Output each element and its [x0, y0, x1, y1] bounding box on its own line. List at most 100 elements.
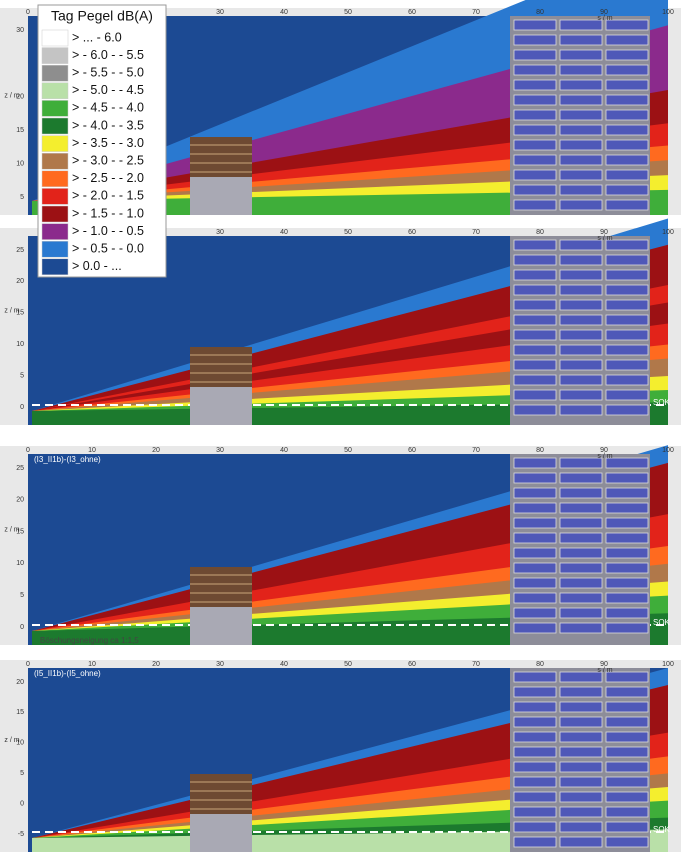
legend: Tag Pegel dB(A)> ... - 6.0> - 6.0 - - 5.…: [38, 5, 166, 277]
legend-swatch: [42, 118, 68, 134]
y-tick-label: 5: [20, 194, 24, 201]
window: [606, 578, 648, 588]
legend-label: > - 5.0 - - 4.5: [72, 83, 144, 97]
window: [514, 125, 556, 135]
window: [514, 170, 556, 180]
legend-swatch: [42, 259, 68, 275]
y-tick-label: 0: [20, 800, 24, 807]
window: [560, 732, 602, 742]
x-tick-label: 60: [408, 229, 416, 236]
window: [560, 488, 602, 498]
window: [560, 563, 602, 573]
window: [514, 285, 556, 295]
window: [514, 155, 556, 165]
x-tick-label: 40: [280, 661, 288, 668]
house-wall: [190, 177, 252, 215]
window: [514, 200, 556, 210]
window: [514, 732, 556, 742]
window: [606, 185, 648, 195]
window: [606, 548, 648, 558]
window: [514, 533, 556, 543]
x-axis-label: s / m: [597, 15, 612, 22]
window: [606, 360, 648, 370]
x-tick-label: 80: [536, 229, 544, 236]
x-tick-label: 70: [472, 447, 480, 454]
window: [606, 732, 648, 742]
legend-label: > 0.0 - ...: [72, 259, 122, 273]
window: [606, 807, 648, 817]
y-tick-label: 10: [16, 560, 24, 567]
window: [606, 822, 648, 832]
legend-swatch: [42, 100, 68, 116]
house-wall: [190, 607, 252, 645]
x-tick-label: 80: [536, 661, 544, 668]
window: [606, 65, 648, 75]
x-tick-label: 20: [152, 447, 160, 454]
window: [606, 702, 648, 712]
panel-title: (I5_II1b)-(I5_ohne): [34, 669, 101, 678]
window: [560, 80, 602, 90]
window: [606, 405, 648, 415]
figure: 030405060708090100s / m510152030z / m203…: [0, 0, 681, 855]
window: [606, 518, 648, 528]
y-axis-label: z / m: [4, 737, 19, 744]
window: [514, 623, 556, 633]
window: [514, 360, 556, 370]
window: [514, 20, 556, 30]
window: [514, 330, 556, 340]
window: [606, 285, 648, 295]
x-tick-label: 50: [344, 229, 352, 236]
window: [560, 747, 602, 757]
y-tick-label: 15: [16, 127, 24, 134]
window: [560, 623, 602, 633]
window: [514, 762, 556, 772]
y-axis-label: z / m: [4, 526, 19, 533]
legend-label: > - 1.0 - - 0.5: [72, 224, 144, 238]
y-tick-label: 0: [20, 624, 24, 631]
window: [560, 458, 602, 468]
window: [560, 240, 602, 250]
window: [560, 185, 602, 195]
window: [514, 593, 556, 603]
window: [514, 458, 556, 468]
sok-marker: SOK: [653, 825, 671, 834]
x-tick-label: 80: [536, 9, 544, 16]
window: [560, 837, 602, 847]
window: [606, 110, 648, 120]
x-tick-label: 60: [408, 9, 416, 16]
window: [560, 822, 602, 832]
window: [514, 837, 556, 847]
window: [606, 315, 648, 325]
window: [560, 503, 602, 513]
x-tick-label: 30: [216, 9, 224, 16]
window: [606, 792, 648, 802]
window: [560, 578, 602, 588]
window: [606, 473, 648, 483]
x-tick-label: 100: [662, 447, 674, 454]
y-tick-label: 25: [16, 247, 24, 254]
legend-label: > - 6.0 - - 5.5: [72, 48, 144, 62]
window: [606, 390, 648, 400]
window: [560, 390, 602, 400]
window: [560, 200, 602, 210]
window: [606, 200, 648, 210]
window: [606, 80, 648, 90]
window: [560, 672, 602, 682]
legend-label: > - 1.5 - - 1.0: [72, 206, 144, 220]
window: [514, 672, 556, 682]
y-tick-label: 10: [16, 341, 24, 348]
panel: 0102030405060708090100s / m-505101520z /…: [0, 660, 681, 852]
legend-label: > - 4.0 - - 3.5: [72, 118, 144, 132]
window: [606, 687, 648, 697]
window: [606, 717, 648, 727]
x-tick-label: 20: [152, 661, 160, 668]
x-tick-label: 60: [408, 447, 416, 454]
window: [560, 140, 602, 150]
window: [606, 300, 648, 310]
window: [514, 270, 556, 280]
window: [514, 240, 556, 250]
legend-label: > - 4.5 - - 4.0: [72, 101, 144, 115]
house-roof: [190, 567, 252, 607]
window: [560, 762, 602, 772]
window: [560, 533, 602, 543]
